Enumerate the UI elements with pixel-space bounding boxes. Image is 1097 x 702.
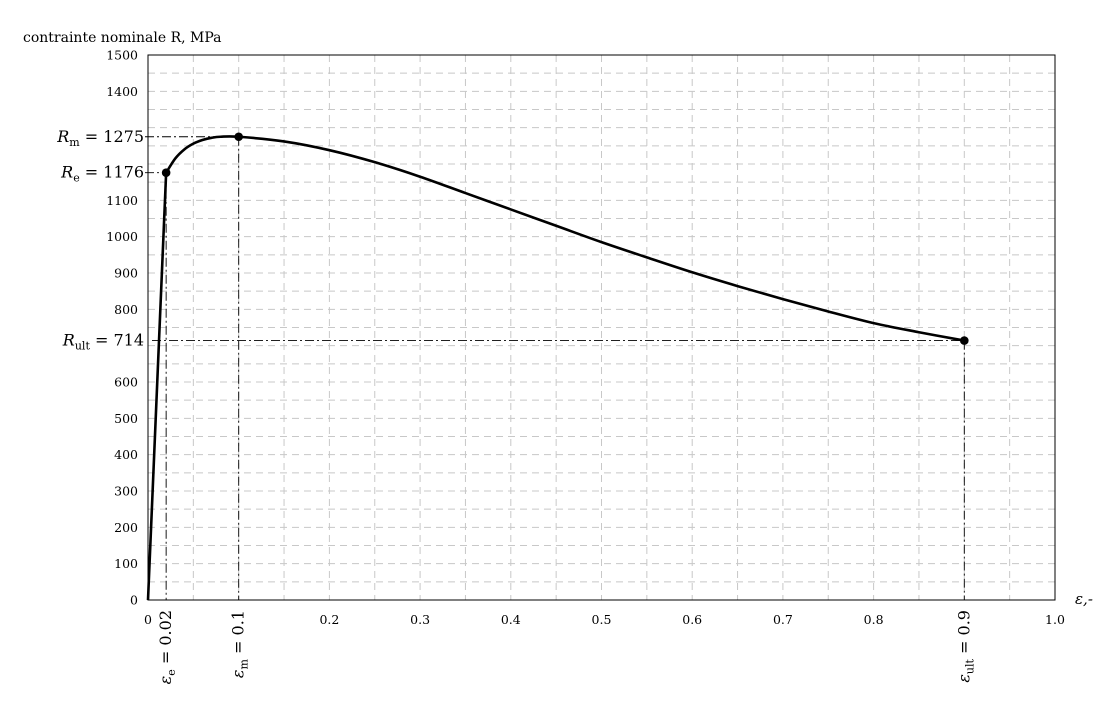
y-tick-label: 1000 <box>106 229 138 244</box>
y-tick-label: 400 <box>114 447 138 462</box>
key-point-markers <box>161 132 969 345</box>
key-point-marker-rult <box>960 336 969 345</box>
label-eps-m: εm = 0.1 <box>229 610 251 678</box>
y-tick-label: 0 <box>130 593 138 608</box>
guide-lines <box>145 136 965 600</box>
plot-frame <box>147 54 1056 601</box>
x-tick-label: 0.7 <box>773 612 793 627</box>
y-tick-label: 600 <box>114 375 138 390</box>
key-point-marker-re <box>161 168 171 178</box>
x-tick-label: 0.2 <box>319 612 339 627</box>
y-tick-label: 500 <box>114 411 138 426</box>
label-eps-e: εe = 0.02 <box>156 610 178 684</box>
grid <box>148 55 1055 600</box>
y-tick-label: 1100 <box>106 193 138 208</box>
label-eps-ult: εult = 0.9 <box>954 610 976 683</box>
key-point-marker-rm <box>234 132 243 142</box>
y-axis-ticks: 0 100 200 300 400 500 600 800 900 1000 1100 1400 150… <box>106 48 138 608</box>
label-rult: Rult = 714 <box>62 331 144 353</box>
svg-text:εult = 0.9: εult = 0.9 <box>954 610 976 683</box>
x-tick-label: 0.4 <box>501 612 521 627</box>
y-tick-label: 300 <box>114 484 138 499</box>
svg-text:εm = 0.1: εm = 0.1 <box>229 610 251 678</box>
x-axis-title: ε,- <box>1075 590 1093 608</box>
x-tick-label: 0 <box>144 612 152 627</box>
key-point-annotations: Rm = 1275 Re = 1176 Rult = 714 εe = 0.02 εm … <box>56 127 976 685</box>
label-rm: Rm = 1275 <box>56 127 144 149</box>
y-axis-title: contrainte nominale R, MPa <box>23 30 222 46</box>
y-tick-label: 900 <box>114 266 138 281</box>
y-tick-label: 1500 <box>106 48 138 63</box>
x-tick-label: 0.5 <box>592 612 612 627</box>
y-tick-label: 1400 <box>106 84 138 99</box>
label-re: Re = 1176 <box>60 163 144 185</box>
x-tick-label: 0.6 <box>682 612 702 627</box>
svg-text:εe = 0.02: εe = 0.02 <box>156 610 178 684</box>
x-tick-label: 0.8 <box>864 612 884 627</box>
stress-strain-curve <box>146 135 965 601</box>
y-tick-label: 800 <box>114 302 138 317</box>
y-tick-label: 200 <box>114 520 138 535</box>
y-tick-label: 100 <box>114 556 138 571</box>
x-tick-label: 1.0 <box>1045 612 1065 627</box>
x-tick-label: 0.3 <box>410 612 430 627</box>
x-axis-ticks: 0 0.2 0.3 0.4 0.5 0.6 0.7 0.8 1.0 <box>144 612 1065 627</box>
